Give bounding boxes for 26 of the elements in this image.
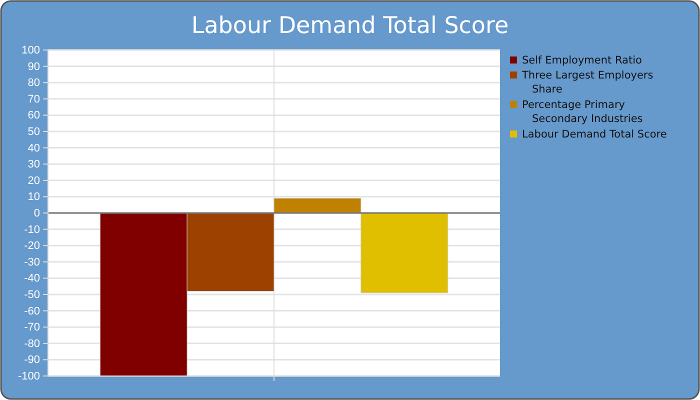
y-tick-label: -90: [24, 354, 40, 366]
y-tick-label: -60: [24, 305, 40, 318]
legend-label: Three Largest Employers Share: [521, 70, 654, 96]
y-tick-label: 60: [28, 110, 40, 122]
y-tick-label: 10: [28, 191, 40, 204]
y-tick-label: -100: [18, 370, 40, 383]
y-tick-label: 90: [28, 60, 40, 73]
y-tick-label: -30: [24, 256, 40, 268]
legend-label: Self Employment Ratio: [522, 54, 642, 67]
y-tick-label: 20: [28, 174, 40, 187]
y-tick-label: 70: [28, 93, 40, 106]
y-tick-label: 40: [28, 142, 40, 154]
y-tick-label: 0: [34, 208, 40, 220]
y-tick-label: 50: [28, 126, 40, 138]
chart-title: Labour Demand Total Score: [191, 13, 509, 39]
y-tick-label: -70: [24, 322, 40, 334]
y-tick-label: -80: [24, 338, 40, 350]
legend-label: Percentage Primary Secondary Industries: [522, 99, 643, 125]
y-tick-label: 100: [22, 44, 40, 57]
y-tick-label: -40: [24, 272, 40, 285]
legend-label: Labour Demand Total Score: [522, 128, 667, 141]
y-tick-label: -50: [24, 289, 40, 302]
y-tick-label: 30: [28, 158, 40, 171]
y-tick-label: -10: [24, 224, 40, 236]
y-tick-label: 80: [28, 77, 40, 90]
y-tick-label: -20: [24, 240, 40, 252]
